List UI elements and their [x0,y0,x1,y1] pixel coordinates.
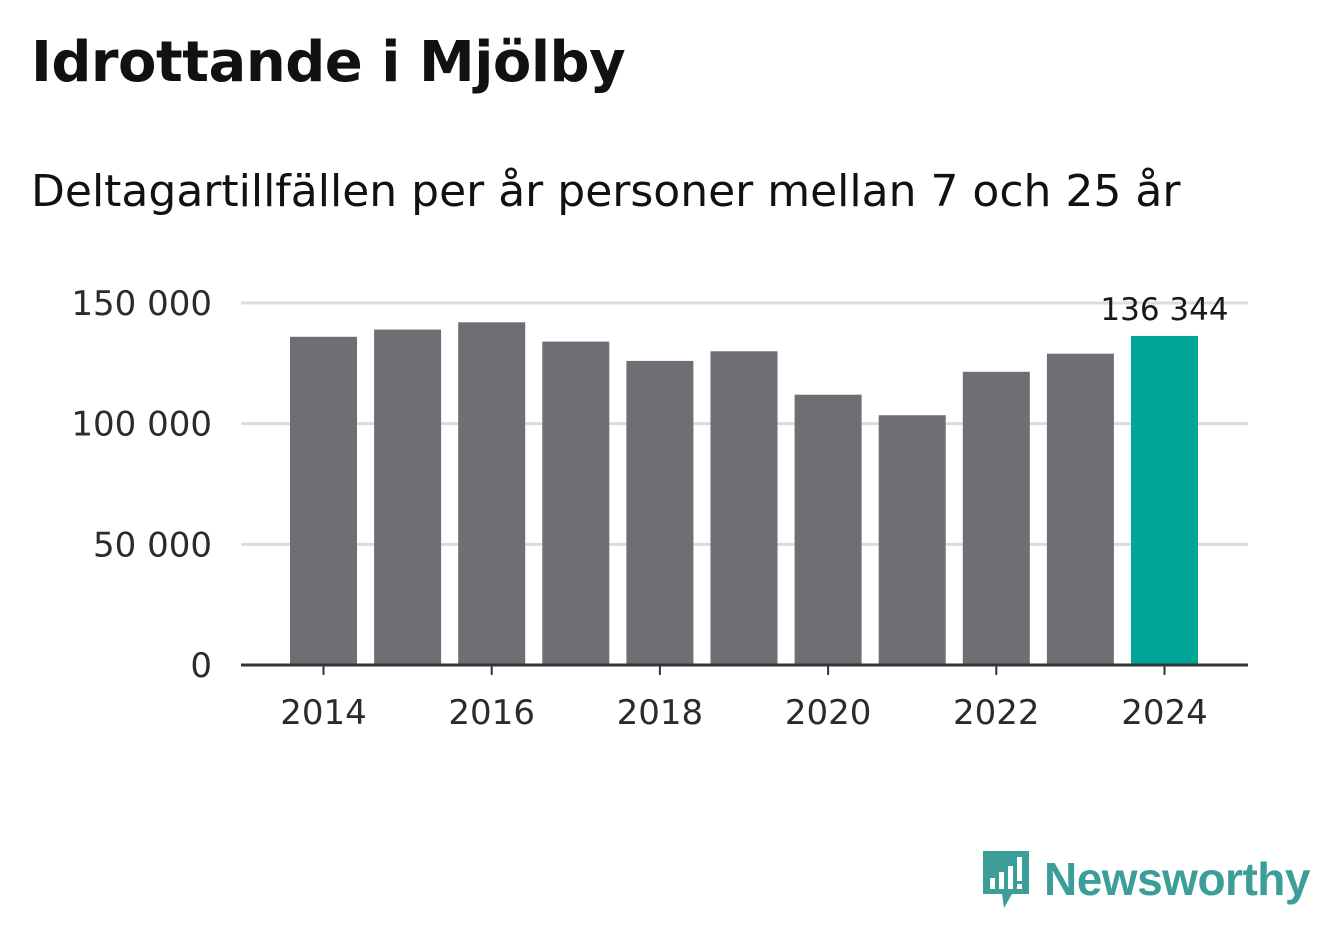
newsworthy-logo-text: Newsworthy [1044,853,1310,905]
y-tick-label: 150 000 [71,284,212,324]
bar-2015 [374,329,442,665]
x-tick-label: 2024 [1121,693,1208,733]
newsworthy-logo: Newsworthy [980,846,1310,912]
bar-chart: 0 50 000 100 000 150 000 2014 2016 2018 2020 202… [71,284,1248,733]
y-tick-label: 50 000 [93,525,212,565]
chart-title: Idrottande i Mjölby [31,30,626,95]
x-tick-label: 2016 [448,693,535,733]
bar-2014 [290,336,357,665]
y-tick-label: 0 [190,646,212,686]
bar-2018 [626,360,694,665]
x-tick-label: 2014 [280,693,367,733]
bar-2024 [1131,335,1198,665]
newsworthy-logo-icon [983,851,1029,908]
chart-subtitle: Deltagartillfällen per år personer mella… [31,166,1181,217]
bar-2016 [458,322,526,665]
bar-2022 [962,371,1030,665]
bar-2020 [794,394,862,665]
bar-2021 [878,415,946,665]
x-tick-label: 2020 [785,693,872,733]
x-tick-label: 2022 [953,693,1040,733]
bar-2019 [710,351,778,665]
y-tick-label: 100 000 [71,405,212,445]
bar-2017 [542,341,610,665]
x-tick-label: 2018 [617,693,704,733]
bar-2023 [1046,353,1114,665]
data-label: 136 344 [1100,292,1228,328]
